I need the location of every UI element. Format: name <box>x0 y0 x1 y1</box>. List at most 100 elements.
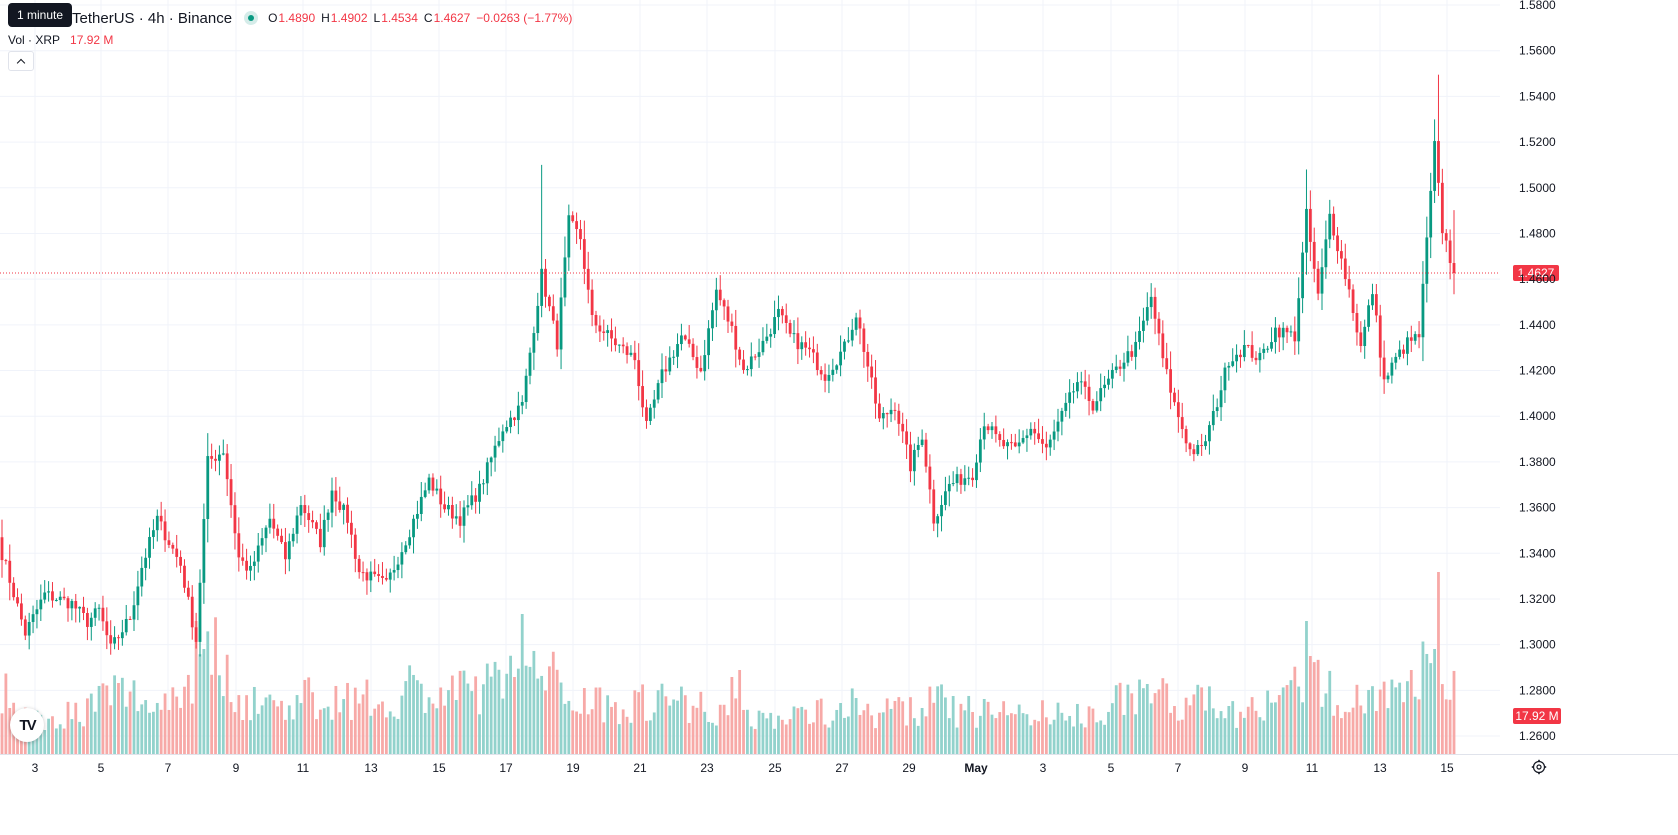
volume-bar <box>1002 701 1006 754</box>
candle-body <box>287 541 291 560</box>
y-tick-label: 1.5200 <box>1519 135 1556 149</box>
volume-bar <box>920 707 924 754</box>
volume-bar <box>777 715 780 754</box>
volume-bar <box>971 712 974 754</box>
candle-body <box>89 617 93 627</box>
candle-body <box>1013 442 1017 447</box>
volume-bar <box>245 695 248 754</box>
volume-bar <box>831 720 835 754</box>
volume-bar <box>528 666 532 754</box>
volume-bar <box>443 705 446 754</box>
candle-body <box>1324 239 1328 268</box>
change-value: −0.0263 (−1.77%) <box>476 11 573 25</box>
gear-icon[interactable] <box>1531 759 1547 775</box>
volume-bar <box>384 717 388 754</box>
tradingview-logo-icon[interactable]: TV <box>10 708 44 742</box>
candle-body <box>0 537 4 561</box>
volume-bar <box>210 674 214 754</box>
volume-bar <box>136 711 140 754</box>
candle-body <box>1002 439 1006 447</box>
candle-body <box>637 360 641 387</box>
x-tick-label: 13 <box>1373 761 1387 775</box>
candle-body <box>691 343 695 358</box>
candle-body <box>1301 252 1304 299</box>
candle-body <box>4 560 8 562</box>
volume-bar <box>1235 727 1238 754</box>
candle-body <box>276 528 280 536</box>
candle-body <box>924 439 928 467</box>
candle-body <box>1029 428 1033 436</box>
candle-body <box>221 453 225 455</box>
volume-bar <box>1072 726 1075 754</box>
last-price-label: 1.4627 <box>1518 266 1555 280</box>
x-tick-label: 3 <box>32 761 39 775</box>
candle-body <box>447 505 450 510</box>
volume-bar <box>439 687 443 754</box>
volume-bar <box>691 705 695 754</box>
volume-bar <box>1343 711 1347 754</box>
market-status-icon[interactable] <box>244 11 259 25</box>
candle-body <box>1153 296 1157 319</box>
candle-body <box>990 426 994 431</box>
volume-bar <box>579 713 582 754</box>
y-tick-label: 1.3400 <box>1519 546 1556 560</box>
volume-bar <box>86 698 89 754</box>
y-tick-label: 1.2600 <box>1519 729 1556 743</box>
volume-bar <box>431 703 435 754</box>
volume-bar <box>928 686 932 754</box>
volume-bar <box>730 677 734 754</box>
volume-bar <box>695 707 699 754</box>
candle-body <box>1242 345 1246 358</box>
candle-body <box>551 306 555 321</box>
volume-bar <box>1429 663 1433 754</box>
volume-bar <box>936 686 940 754</box>
candle-body <box>20 603 23 620</box>
candle-body <box>1134 341 1138 357</box>
volume-value: 17.92 M <box>70 33 114 47</box>
candle-body <box>738 349 742 360</box>
volume-bar <box>1157 689 1161 754</box>
volume-bar <box>1087 706 1091 754</box>
volume-bar <box>718 704 722 754</box>
candle-body <box>1437 141 1440 183</box>
volume-bar <box>734 698 738 754</box>
volume-bar <box>881 712 885 754</box>
volume-bar <box>361 694 365 754</box>
volume-bar <box>509 655 512 754</box>
volume-bar <box>746 709 749 754</box>
candle-body <box>245 560 248 571</box>
candle-body <box>986 426 990 431</box>
candle-body <box>858 317 862 329</box>
candle-body <box>214 458 217 461</box>
volume-bar <box>225 654 229 754</box>
candle-body <box>365 572 369 581</box>
volume-bar <box>1076 703 1079 754</box>
candle-body <box>1347 279 1351 290</box>
candle-body <box>978 439 982 463</box>
volume-bar <box>532 650 536 754</box>
candle-body <box>804 342 808 348</box>
candle-body <box>8 560 12 583</box>
candle-body <box>602 331 606 333</box>
volume-bar <box>1297 686 1301 754</box>
candle-body <box>54 600 58 602</box>
volume-label[interactable]: Vol · XRP <box>8 33 61 47</box>
volume-bar <box>1079 723 1083 754</box>
volume-bar <box>1440 684 1444 754</box>
candle-body <box>850 329 854 341</box>
volume-bar <box>1029 725 1033 754</box>
collapse-legend-button[interactable] <box>8 51 34 71</box>
symbol-title[interactable]: TetherUS · 4h · Binance <box>72 9 233 27</box>
volume-bar <box>1223 718 1227 754</box>
candle-body <box>1336 235 1339 252</box>
candle-body <box>396 564 400 571</box>
candle-body <box>322 519 326 548</box>
candle-body <box>827 374 831 381</box>
candle-body <box>272 518 276 529</box>
volume-bar <box>866 703 870 754</box>
volume-bar <box>330 719 334 754</box>
candle-body <box>23 619 27 636</box>
candle-body <box>1425 237 1429 284</box>
